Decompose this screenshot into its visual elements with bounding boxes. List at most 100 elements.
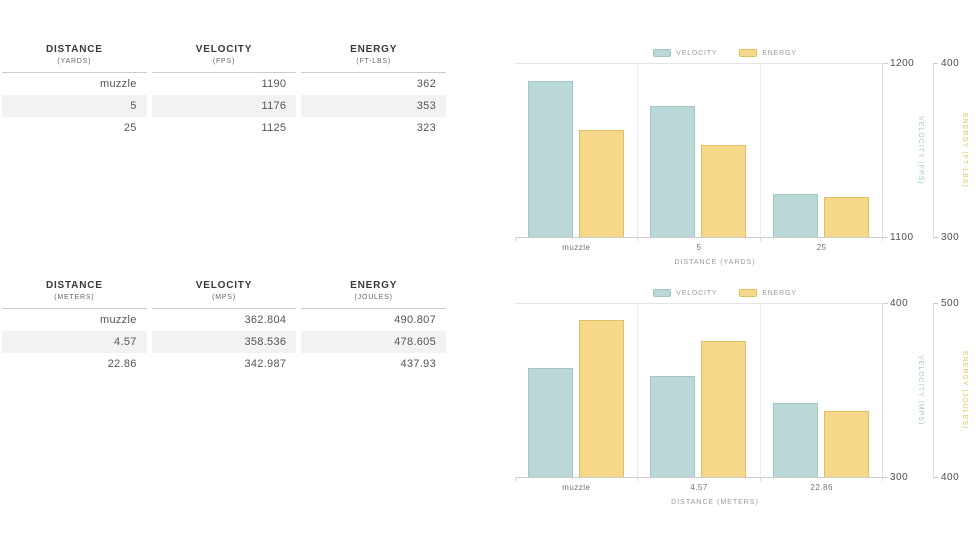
energy-axis-min: 400 [941,472,960,483]
column-unit: (METERS) [54,294,95,301]
bar-group [515,64,637,237]
table-cell: 437.93 [400,358,436,370]
bars-layer [515,304,882,477]
table-column-velocity: VELOCITY (MPS) 362.804 358.536 342.987 [151,276,297,375]
column-unit: (FT-LBS) [356,58,392,65]
table-cell: 22.86 [107,358,137,370]
x-axis-tick [759,477,761,481]
table-cell: 323 [416,122,436,134]
table-cell: 358.536 [151,331,297,353]
table-column-energy: ENERGY (JOULES) 490.807 478.605 437.93 [301,276,446,375]
x-axis-tick [882,237,883,241]
table-cell: 5 [2,95,147,117]
energy-axis-min: 300 [941,232,960,243]
velocity-energy-chart-meters: VELOCITY ENERGY muzzle 4.57 22.86 DISTAN… [515,288,975,516]
legend-label: VELOCITY [676,49,718,57]
y-axis-tick [883,477,888,478]
column-title: ENERGY [350,44,398,55]
x-axis-tick [515,237,516,241]
bar-group [515,304,637,477]
y-axis-tick [933,63,938,64]
table-cell: 1176 [151,95,297,117]
table-cell: 353 [301,95,446,117]
legend-label: VELOCITY [676,289,718,297]
velocity-bar[interactable] [772,193,818,237]
y-axis-tick [933,237,938,238]
x-axis-tick [515,477,516,481]
y-axis-tick [883,63,888,64]
x-tick-label: 5 [696,243,702,252]
column-header: DISTANCE (YARDS) [2,40,147,73]
velocity-bar[interactable] [650,375,696,477]
velocity-bar[interactable] [528,368,574,477]
velocity-swatch-icon [653,289,672,297]
column-title: VELOCITY [195,280,253,291]
legend-item-velocity[interactable]: VELOCITY [653,49,717,57]
y-axis-tick [883,303,888,304]
bar-group [637,304,759,477]
column-title: DISTANCE [45,44,103,55]
energy-swatch-icon [739,49,758,57]
energy-axis-line [933,63,934,238]
table-cell: 362 [416,78,436,90]
table-cell: 25 [123,122,137,134]
bar-group [760,64,882,237]
energy-bar[interactable] [701,145,747,237]
column-unit: (JOULES) [354,294,393,301]
energy-bar[interactable] [579,129,625,237]
x-axis-tick [882,477,883,481]
y-axis-tick [933,477,938,478]
velocity-axis-max: 1200 [890,58,915,69]
energy-bar[interactable] [823,197,869,237]
x-tick-label: 4.57 [690,483,708,492]
plot-area [515,303,883,481]
legend-label: ENERGY [762,289,797,297]
x-axis-title: DISTANCE (YARDS) [674,259,756,266]
chart-legend: VELOCITY ENERGY [515,288,935,298]
plot-area [515,63,883,241]
bar-group [637,64,759,237]
velocity-axis-max: 400 [890,298,909,309]
legend-item-energy[interactable]: ENERGY [739,289,796,297]
column-title: VELOCITY [195,44,253,55]
column-header: ENERGY (JOULES) [301,276,446,309]
legend-item-velocity[interactable]: VELOCITY [653,289,717,297]
energy-bar[interactable] [823,411,869,477]
energy-axis-max: 400 [941,58,960,69]
energy-axis-line [933,303,934,478]
category-separator [759,64,761,237]
energy-bar[interactable] [701,341,747,477]
chart-legend: VELOCITY ENERGY [515,48,935,58]
velocity-bar[interactable] [528,81,574,237]
velocity-axis-title: VELOCITY (MPS) [917,355,924,426]
velocity-bar[interactable] [650,105,696,237]
table-column-velocity: VELOCITY (FPS) 1190 1176 1125 [151,40,297,139]
column-unit: (FPS) [212,58,236,65]
table-column-distance: DISTANCE (METERS) muzzle 4.57 22.86 [2,276,147,375]
table-cell: 478.605 [301,331,446,353]
x-axis-title: DISTANCE (METERS) [671,499,759,506]
x-tick-label: 22.86 [810,483,833,492]
table-column-energy: ENERGY (FT-LBS) 362 353 323 [301,40,446,139]
x-axis-labels: muzzle 5 25 [515,243,883,252]
column-header: VELOCITY (FPS) [151,40,297,73]
x-axis-tick [759,237,761,241]
column-header: ENERGY (FT-LBS) [301,40,446,73]
x-axis-tick [637,237,639,241]
energy-axis-title: ENERGY (JOULES) [961,351,968,430]
velocity-bar[interactable] [772,402,818,477]
ballistics-table-metric: DISTANCE (METERS) muzzle 4.57 22.86 VELO… [2,276,446,375]
category-separator [637,64,639,237]
legend-item-energy[interactable]: ENERGY [739,49,796,57]
velocity-swatch-icon [653,49,672,57]
bar-group [760,304,882,477]
ballistics-table-imperial: DISTANCE (YARDS) muzzle 5 25 VELOCITY (F… [2,40,446,139]
category-separator [759,304,761,477]
energy-bar[interactable] [579,319,625,477]
x-tick-label: 25 [816,243,827,252]
table-cell: 342.987 [244,358,287,370]
column-unit: (YARDS) [57,58,92,65]
column-header: VELOCITY (MPS) [151,276,297,309]
table-cell: muzzle [100,314,137,326]
velocity-energy-chart-yards: VELOCITY ENERGY muzzle 5 25 DISTANCE (YA… [515,48,975,276]
